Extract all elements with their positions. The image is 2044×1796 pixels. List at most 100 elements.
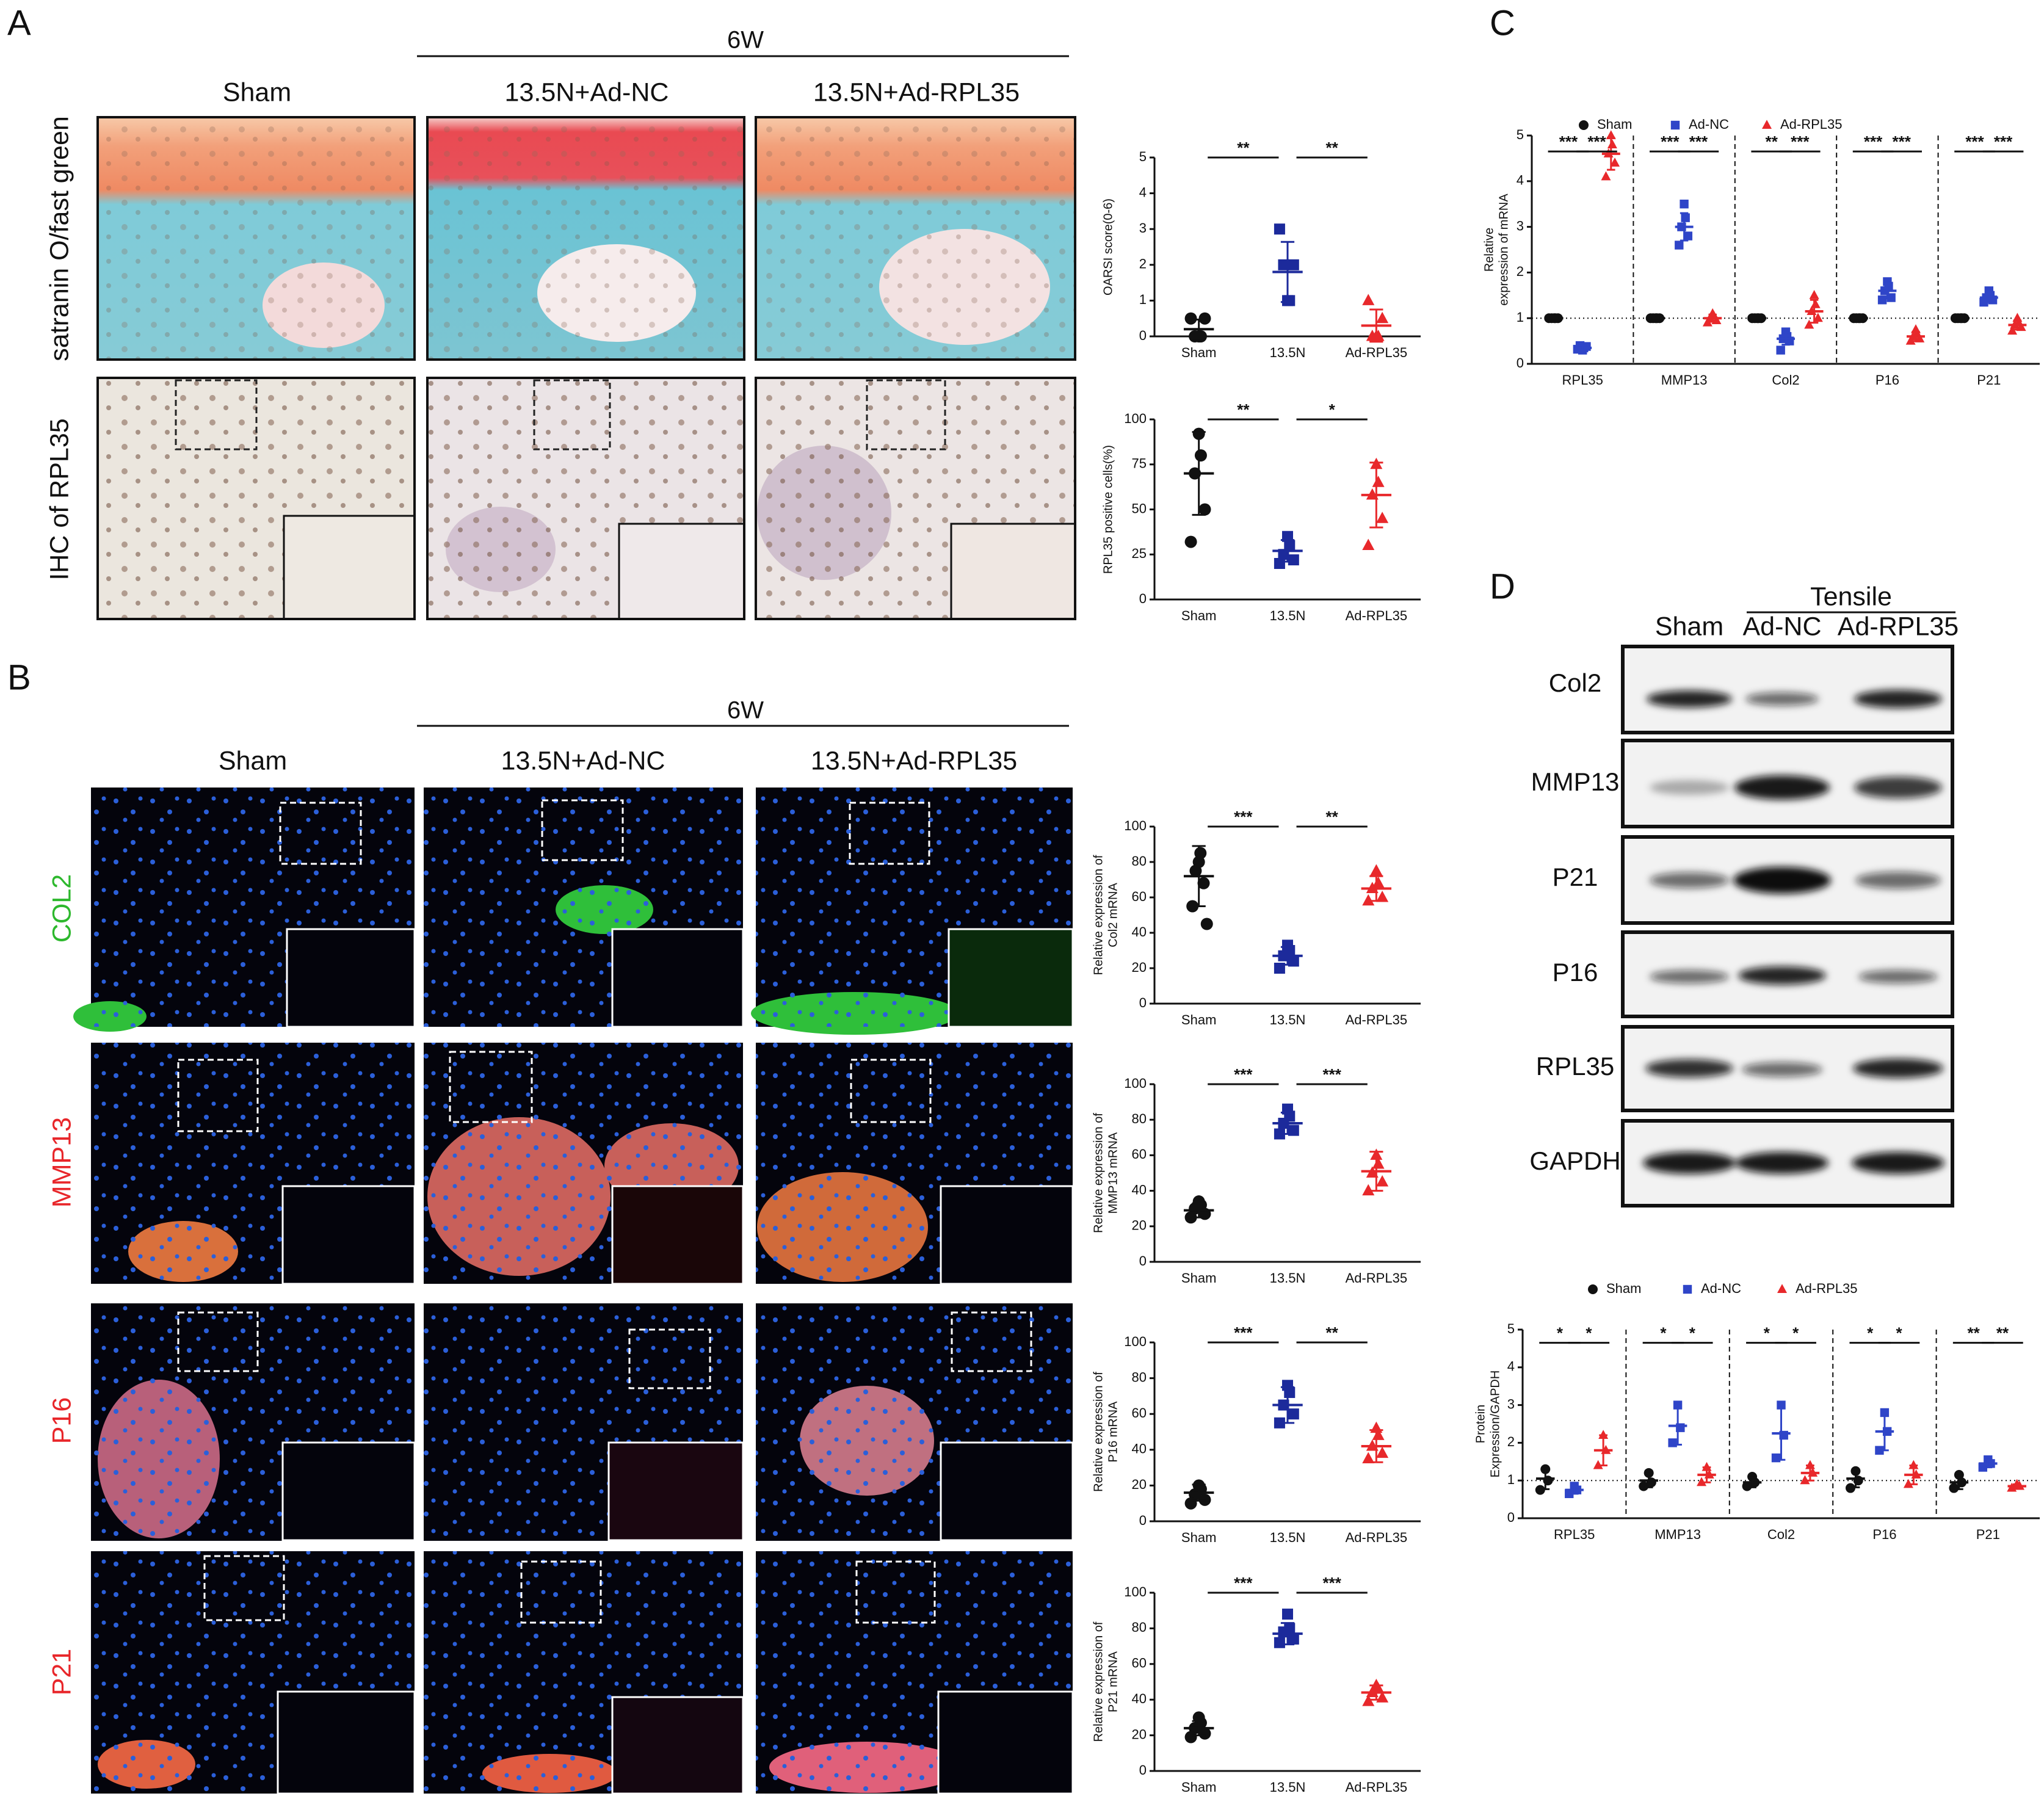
error-bar <box>1280 1112 1295 1135</box>
data-point <box>1184 535 1197 548</box>
band <box>1643 1152 1736 1174</box>
data-point <box>1288 1633 1299 1645</box>
frame <box>96 377 416 620</box>
legend-marker <box>1762 120 1772 129</box>
x-tick-label: P16 <box>1875 372 1899 388</box>
y-tick-label: 60 <box>1132 1656 1147 1671</box>
error-bar <box>1810 299 1819 324</box>
data-point <box>1535 1485 1545 1495</box>
y-axis-label: P16 mRNA <box>1106 1401 1120 1463</box>
inset <box>940 1441 1074 1541</box>
band <box>1647 690 1732 708</box>
significance-label: ** <box>1237 400 1250 419</box>
data-point <box>1198 503 1211 516</box>
x-tick-label: Sham <box>1181 608 1216 623</box>
y-tick-label: 4 <box>1517 173 1524 188</box>
legend-label: Sham <box>1597 117 1632 132</box>
inset <box>281 1185 416 1285</box>
y-tick-label: 0 <box>1139 995 1147 1010</box>
significance-label: * <box>1689 1324 1696 1342</box>
band <box>1734 775 1830 800</box>
error-bar <box>2013 319 2022 331</box>
significance-label: ** <box>1326 1323 1339 1342</box>
row-label: MMP13 <box>47 1117 76 1208</box>
x-tick-label: 13.5N <box>1270 1780 1306 1795</box>
y-tick-label: 40 <box>1132 924 1147 940</box>
legend-label: Ad-RPL35 <box>1780 117 1843 132</box>
fluorescence-row <box>91 1303 1074 1541</box>
data-point <box>1776 346 1785 355</box>
legend-label: Ad-NC <box>1689 117 1729 132</box>
data-point <box>1284 1387 1296 1399</box>
y-tick-label: 60 <box>1132 889 1147 904</box>
x-tick-label: MMP13 <box>1661 372 1708 388</box>
time-label: 6W <box>727 697 764 724</box>
fluorescence-row <box>73 788 1074 1035</box>
error-bar <box>1644 1472 1653 1488</box>
blot-label: P16 <box>1553 958 1598 987</box>
data-point <box>1376 311 1389 324</box>
data-point <box>1362 1452 1375 1463</box>
data-point <box>1197 877 1210 889</box>
y-axis-label: Expression/GAPDH <box>1488 1371 1502 1478</box>
data-point <box>1978 1463 1988 1472</box>
inset <box>281 1441 416 1541</box>
zoom-box <box>850 1059 932 1123</box>
significance-label: * <box>1764 1324 1770 1342</box>
data-point <box>1565 1489 1574 1499</box>
data-point <box>1905 335 1916 345</box>
data-point <box>1593 1460 1603 1469</box>
band <box>1733 867 1831 894</box>
y-tick-label: 100 <box>1124 1584 1147 1599</box>
data-point <box>1370 864 1383 875</box>
data-point <box>1372 1428 1385 1440</box>
data-point <box>1804 319 1814 329</box>
data-point <box>1184 1731 1197 1743</box>
error-bar <box>1607 137 1615 171</box>
y-tick-label: 4 <box>1139 184 1147 200</box>
significance-label: ** <box>1326 808 1339 826</box>
fluorescence-row <box>91 1551 1074 1795</box>
significance-label: *** <box>1689 132 1708 151</box>
y-axis-label: Relative expression of <box>1092 855 1105 975</box>
data-point <box>1274 558 1285 569</box>
data-point <box>1639 1481 1649 1491</box>
data-point <box>1903 1479 1913 1488</box>
y-tick-label: 3 <box>1517 218 1524 233</box>
y-tick-label: 50 <box>1132 501 1147 516</box>
bands <box>1647 690 1942 708</box>
band <box>1855 872 1941 889</box>
blot-label: MMP13 <box>1531 767 1620 796</box>
significance-label: * <box>1329 400 1336 419</box>
data-point <box>1372 476 1385 487</box>
y-tick-label: 80 <box>1132 1369 1147 1385</box>
column-header: 13.5N+Ad-NC <box>505 78 669 107</box>
bands <box>1643 1152 1944 1174</box>
error-bar <box>1851 1469 1860 1488</box>
significance-label: *** <box>1234 1065 1253 1084</box>
y-tick-label: 80 <box>1132 1620 1147 1635</box>
legend-marker <box>1588 1284 1598 1294</box>
column-header: Ad-NC <box>1742 612 1821 641</box>
error-bar <box>1280 1386 1295 1424</box>
data-point <box>1362 538 1375 550</box>
y-axis-label: RPL35 positive cells(%) <box>1101 445 1115 574</box>
micrograph-row <box>96 116 1076 361</box>
x-tick-label: P21 <box>1976 1527 2000 1542</box>
error-bar <box>1369 1684 1383 1701</box>
inset <box>940 1185 1074 1285</box>
data-point <box>1274 1128 1285 1140</box>
y-tick-label: 60 <box>1132 1146 1147 1162</box>
texture <box>427 117 744 360</box>
x-tick-label: RPL35 <box>1562 372 1603 388</box>
x-tick-label: MMP13 <box>1654 1527 1701 1542</box>
data-point <box>1810 299 1821 308</box>
legend-marker <box>1670 120 1680 130</box>
zoom-box <box>175 379 258 451</box>
data-point <box>1198 312 1211 325</box>
y-axis-label: P21 mRNA <box>1106 1651 1120 1712</box>
x-tick-label: 13.5N <box>1270 608 1306 623</box>
fluorescence-row <box>91 1043 1074 1285</box>
time-label: 6W <box>727 27 764 54</box>
x-tick-label: Ad-RPL35 <box>1346 345 1408 360</box>
